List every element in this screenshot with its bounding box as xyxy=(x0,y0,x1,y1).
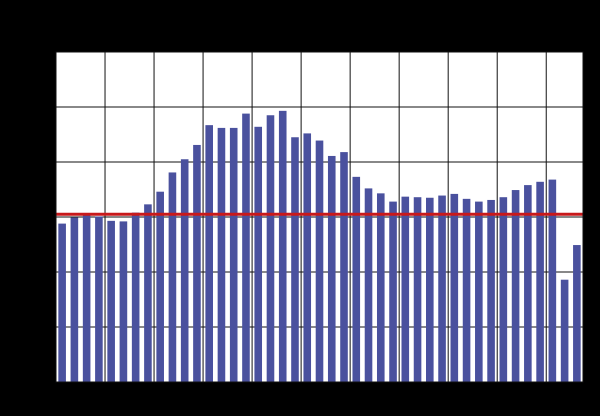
bar xyxy=(229,127,238,383)
bar xyxy=(217,127,226,383)
bar xyxy=(303,133,312,382)
bar xyxy=(487,199,495,382)
bar xyxy=(82,214,91,382)
bar xyxy=(278,110,287,382)
bar-series xyxy=(58,110,581,383)
bar xyxy=(573,245,581,382)
bar xyxy=(131,212,140,382)
bar xyxy=(560,279,569,382)
bar xyxy=(144,204,152,382)
bar xyxy=(242,113,250,382)
bar xyxy=(401,196,410,382)
bar xyxy=(426,197,434,382)
bar xyxy=(389,201,397,382)
bar xyxy=(352,176,361,382)
plot-border xyxy=(55,51,584,383)
bar xyxy=(315,140,324,382)
bar xyxy=(499,197,508,382)
bar xyxy=(58,223,66,382)
bar xyxy=(107,220,115,382)
bar xyxy=(450,193,459,382)
bar xyxy=(413,197,422,382)
bar xyxy=(291,137,299,382)
bar xyxy=(511,190,520,382)
bar xyxy=(156,191,164,382)
bar xyxy=(254,126,263,382)
bar xyxy=(376,193,385,382)
bar xyxy=(327,155,336,382)
bar xyxy=(536,181,544,382)
bar xyxy=(180,159,189,382)
bar xyxy=(462,198,471,382)
bar xyxy=(119,221,128,382)
bar xyxy=(524,185,532,382)
bar xyxy=(438,195,446,382)
bar xyxy=(193,144,201,382)
bar xyxy=(205,125,213,383)
bar xyxy=(475,201,483,382)
bar xyxy=(266,115,275,382)
bar xyxy=(70,217,79,382)
bar xyxy=(548,179,557,382)
bar xyxy=(95,216,103,382)
bar xyxy=(364,188,373,382)
bar xyxy=(340,152,348,382)
bar xyxy=(168,172,177,382)
